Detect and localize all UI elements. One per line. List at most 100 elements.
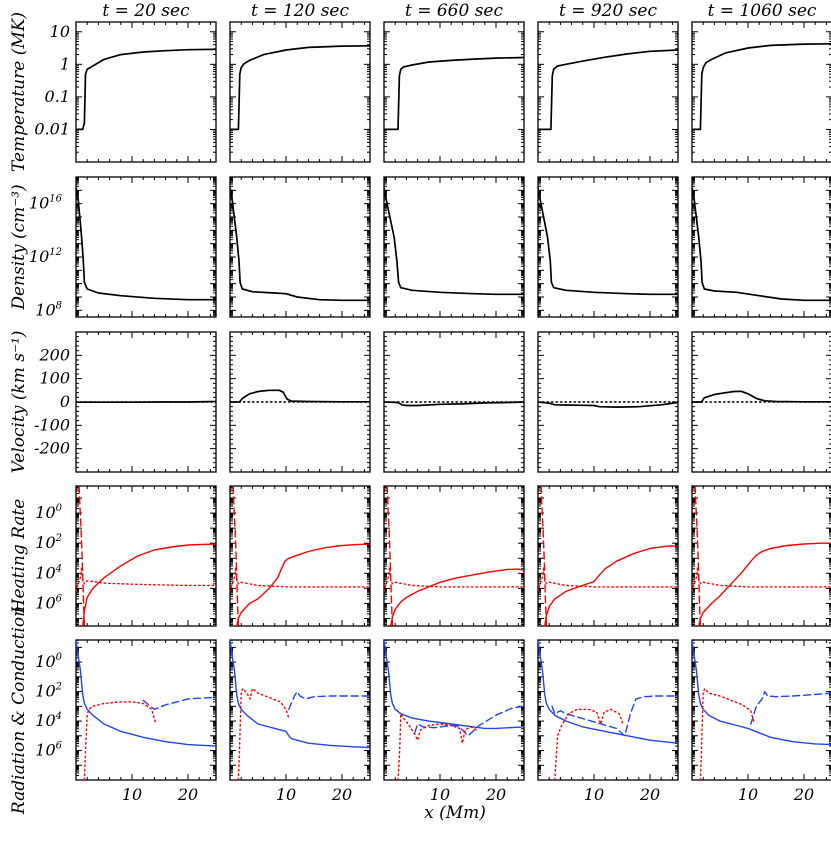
series-dashed-r3-c2 — [386, 486, 394, 626]
y-tick-label-r2-1: 100 — [39, 369, 70, 388]
panel-plot-r4-c4 — [692, 640, 831, 780]
series-conduction-dotted-r4-c0 — [83, 701, 157, 780]
series-dotted-r3-c4 — [692, 566, 831, 593]
column-title-2: t = 660 sec — [405, 1, 504, 21]
series-radiation-r4-c0 — [76, 640, 216, 747]
series-conduction-dashed-r4-c3 — [551, 695, 678, 737]
series-dashed-r3-c3 — [540, 486, 548, 626]
y-tick-label-r0-0: 10 — [50, 22, 70, 41]
series-dotted-r3-c0 — [76, 566, 216, 593]
series-radiation-r4-c3 — [538, 640, 678, 744]
y-tick-label-r3-2: 104 — [35, 563, 62, 582]
series-v-r2-c1 — [230, 389, 370, 403]
panel-plot-r0-c4 — [692, 42, 831, 131]
y-tick-label-r3-3: 106 — [35, 593, 62, 612]
row-label-4: Radiation & Conduction — [9, 606, 29, 815]
panel-plot-r3-c1 — [230, 486, 370, 626]
panel-frame-r1-c2 — [383, 176, 525, 318]
x-axis-label: x (Mm) — [424, 803, 486, 823]
y-tick-label-r1-0: 1016 — [29, 194, 63, 213]
y-tick-label-r1-1: 1012 — [29, 247, 62, 266]
panel-plot-r1-c1 — [230, 186, 370, 302]
series-T-r0-c1 — [230, 44, 370, 131]
series-solid-r3-c4 — [698, 542, 831, 626]
panel-plot-r3-c4 — [692, 486, 831, 626]
panel-plot-r3-c0 — [76, 486, 216, 626]
series-n-r1-c0 — [76, 186, 216, 301]
series-v-r2-c3 — [538, 401, 678, 408]
series-dashed-r3-c0 — [78, 486, 86, 626]
panel-frame-r1-c0 — [75, 176, 217, 318]
x-tick-label-c3-0: 10 — [584, 785, 604, 804]
series-dotted-r3-c2 — [384, 566, 524, 593]
panel-plot-r2-c0 — [76, 400, 216, 404]
x-tick-label-c2-1: 20 — [485, 785, 506, 804]
x-tick-label-c2-0: 10 — [430, 785, 450, 804]
series-conduction-dotted-r4-c2 — [397, 713, 478, 780]
y-tick-label-r4-2: 104 — [35, 711, 62, 730]
x-tick-label-c3-1: 20 — [639, 785, 660, 804]
series-T-r0-c4 — [692, 42, 831, 131]
panel-plot-r2-c4 — [692, 390, 831, 403]
series-conduction-dashed-r4-c4 — [750, 690, 831, 725]
series-dashed-r3-c1 — [232, 486, 240, 626]
y-tick-label-r0-2: 0.1 — [45, 87, 70, 106]
panel-plot-r2-c3 — [538, 401, 678, 408]
series-conduction-dotted-r4-c1 — [237, 687, 290, 780]
y-tick-label-r4-0: 100 — [35, 652, 62, 671]
panel-frame-r4-c4 — [691, 639, 831, 781]
column-title-3: t = 920 sec — [559, 1, 658, 21]
series-conduction-dotted-r4-c4 — [699, 687, 755, 780]
y-tick-label-r0-3: 0.01 — [34, 119, 70, 138]
panel-frame-r1-c1 — [229, 176, 371, 318]
panel-frame-r3-c3 — [537, 485, 679, 627]
series-v-r2-c0 — [76, 400, 216, 404]
row-label-3: Heating Rate — [9, 499, 29, 615]
series-T-r0-c0 — [76, 48, 216, 131]
panel-plot-r0-c0 — [76, 48, 216, 131]
series-conduction-dashed-r4-c2 — [414, 705, 524, 737]
series-n-r1-c3 — [538, 186, 678, 296]
row-label-1: Density (cm⁻³) — [9, 184, 29, 310]
panel-plot-r1-c4 — [692, 186, 831, 302]
series-solid-r3-c2 — [390, 568, 524, 626]
y-tick-label-r2-4: -200 — [34, 439, 70, 458]
series-radiation-r4-c1 — [230, 640, 370, 749]
panel-plot-r4-c0 — [76, 640, 216, 780]
series-T-r0-c2 — [384, 56, 524, 131]
panel-frame-r4-c1 — [229, 639, 371, 781]
series-solid-r3-c3 — [544, 545, 678, 626]
panel-plot-r2-c2 — [384, 401, 524, 407]
series-n-r1-c1 — [230, 186, 370, 302]
panel-frame-r4-c0 — [75, 639, 217, 781]
series-radiation-r4-c2 — [384, 640, 524, 730]
series-conduction-dotted-r4-c3 — [554, 708, 624, 780]
y-tick-label-r2-0: 200 — [38, 345, 70, 364]
y-tick-label-r1-2: 108 — [35, 300, 62, 319]
y-tick-label-r3-0: 100 — [35, 503, 62, 522]
series-n-r1-c4 — [692, 186, 831, 302]
panel-plot-r3-c2 — [384, 486, 524, 626]
column-title-1: t = 120 sec — [251, 1, 350, 21]
panel-frame-r4-c2 — [383, 639, 525, 781]
x-tick-label-c1-0: 10 — [276, 785, 296, 804]
y-tick-label-r2-3: -100 — [34, 415, 70, 434]
series-n-r1-c2 — [384, 186, 524, 296]
panel-frame-r0-c0 — [75, 21, 217, 163]
panel-frame-r0-c3 — [537, 21, 679, 163]
panel-plot-r0-c3 — [538, 49, 678, 131]
y-tick-label-r4-1: 102 — [35, 682, 62, 701]
panel-plot-r4-c2 — [384, 640, 524, 780]
panel-frame-r0-c2 — [383, 21, 525, 163]
series-dotted-r3-c1 — [230, 566, 370, 593]
panel-plot-r1-c2 — [384, 186, 524, 296]
series-radiation-r4-c4 — [692, 640, 831, 746]
y-tick-label-r2-2: 0 — [60, 392, 70, 411]
series-conduction-dashed-r4-c1 — [288, 690, 370, 710]
x-tick-label-c0-1: 20 — [177, 785, 198, 804]
series-dashed-r3-c4 — [694, 486, 702, 626]
row-label-0: Temperature (MK) — [9, 12, 29, 172]
row-label-2: Velocity (km s⁻¹) — [9, 331, 29, 474]
column-title-4: t = 1060 sec — [708, 1, 817, 21]
